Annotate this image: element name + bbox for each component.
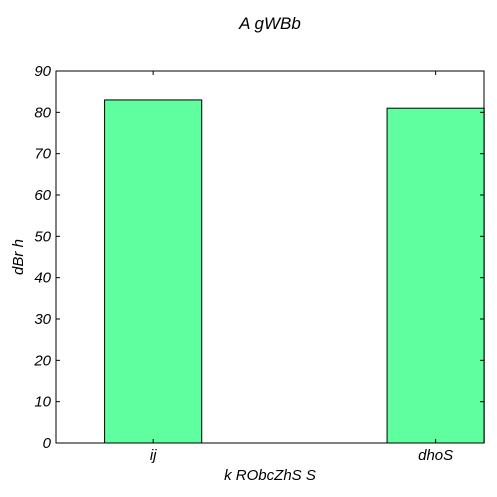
y-tick-label: 0 — [43, 435, 52, 452]
y-tick-label: 40 — [34, 270, 51, 287]
bars-group — [104, 99, 485, 444]
y-axis-ticks: 0 10 20 30 40 50 60 70 80 90 — [33, 63, 484, 452]
plot-frame — [55, 70, 485, 444]
x-axis-ticks: ij dhoS — [150, 71, 453, 464]
y-tick-label: 10 — [34, 394, 51, 411]
y-tick-label: 50 — [34, 228, 51, 245]
y-tick-label: 80 — [34, 104, 51, 121]
y-tick-label: 30 — [34, 311, 51, 328]
x-axis-label: k RObcZhS S — [224, 467, 316, 484]
chart-title: A gWBb — [238, 14, 301, 33]
x-tick-label: ij — [150, 447, 157, 464]
y-tick-label: 20 — [33, 352, 51, 369]
x-tick-label: dhoS — [418, 447, 453, 464]
bar-ij — [104, 99, 203, 444]
y-tick-label: 60 — [34, 187, 51, 204]
y-axis-label: dBr h — [10, 239, 27, 275]
bar-dhoS — [386, 107, 485, 444]
y-tick-label: 90 — [34, 63, 51, 80]
y-tick-label: 70 — [34, 146, 51, 163]
